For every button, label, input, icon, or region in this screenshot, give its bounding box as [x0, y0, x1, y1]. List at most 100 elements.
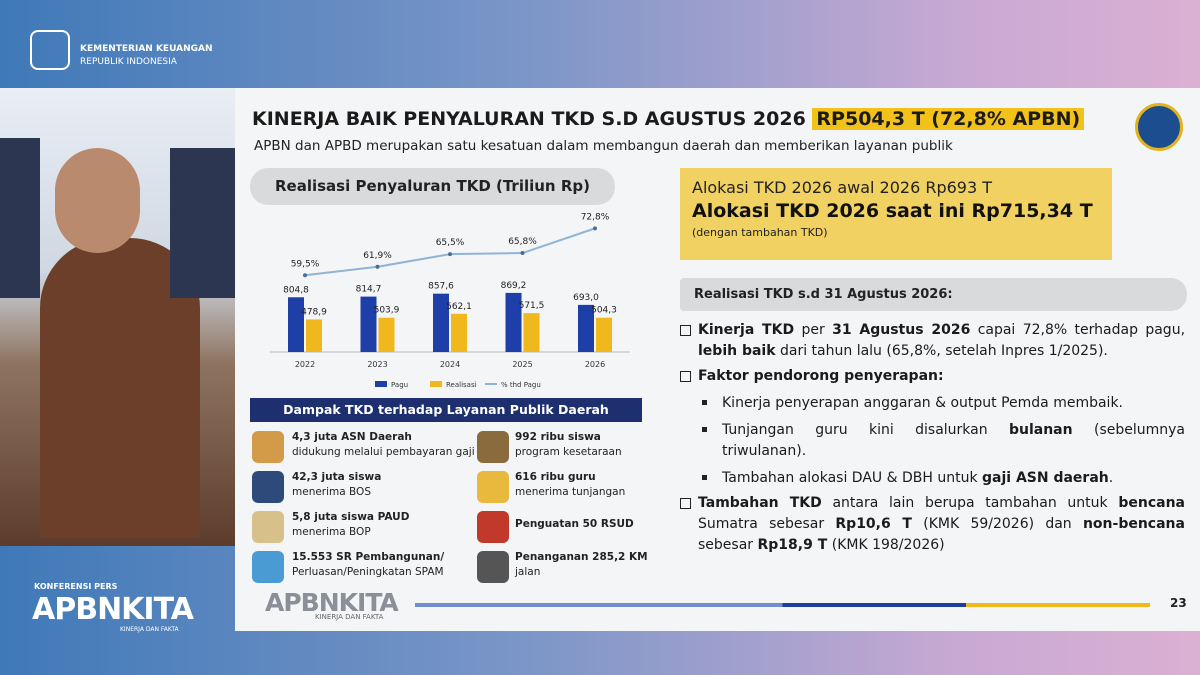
legend-label: Pagu	[391, 381, 408, 389]
chart-title: Realisasi Penyaluran TKD (Triliun Rp)	[250, 168, 615, 205]
text-run: (KMK 198/2026)	[827, 537, 945, 553]
value-label: 478,9	[301, 307, 327, 317]
impact-icon	[252, 431, 284, 463]
text-run: Rp10,6 T	[835, 516, 912, 532]
org: KEMENTERIAN KEUANGAN	[80, 44, 213, 54]
value-label: 61,9%	[363, 251, 392, 261]
realization-heading: Realisasi TKD s.d 31 Agustus 2026:	[680, 278, 1187, 311]
text-run: Tunjangan guru kini disalurkan	[722, 422, 1009, 438]
impact-item: Penanganan 285,2 KM jalan	[475, 548, 695, 586]
text-run: Tambahan alokasi DAU & DBH untuk	[722, 470, 983, 486]
text-run: dari tahun lalu (65,8%, setelah Inpres 1…	[775, 343, 1108, 359]
impact-item: 616 ribu guru menerima tunjangan	[475, 468, 695, 506]
value-label: 571,5	[519, 301, 545, 311]
footer-brand: APBNKITA	[265, 588, 399, 617]
checkbox	[680, 371, 691, 382]
sub-bullet: Tunjangan guru kini disalurkan bulanan (…	[680, 420, 1185, 462]
text-run: bulanan	[1008, 422, 1073, 438]
impact-item: Penguatan 50 RSUD	[475, 508, 695, 546]
checkbox	[680, 498, 691, 509]
sub-bullet: Kinerja penyerapan anggaran & output Pem…	[680, 393, 1185, 414]
video-feed	[0, 88, 235, 546]
line-point	[375, 264, 380, 269]
bar	[306, 319, 322, 352]
value-label: 65,8%	[508, 237, 537, 247]
value-label: 65,5%	[436, 238, 465, 248]
bullet: Kinerja TKD per 31 Agustus 2026 capai 72…	[680, 320, 1185, 362]
value-label: 869,2	[501, 281, 527, 291]
sub-marker	[702, 400, 707, 405]
legend-label: % thd Pagu	[501, 381, 541, 389]
text-run: gaji ASN daerah	[982, 470, 1109, 486]
x-tick-label: 2025	[512, 360, 532, 369]
text-run: Kinerja penyerapan anggaran & output Pem…	[722, 395, 1123, 411]
x-tick-label: 2023	[367, 360, 387, 369]
allocation-box: Alokasi TKD 2026 awal 2026 Rp693 T Aloka…	[680, 168, 1112, 260]
bar	[378, 317, 395, 352]
title-text: KINERJA BAIK PENYALURAN TKD S.D AGUSTUS …	[252, 108, 806, 130]
bar	[360, 296, 377, 352]
chart: 2022 2023 2024 2025 2026 804,8 814,7 857,6 869,2…	[270, 212, 630, 389]
text-run: Kinerja TKD	[698, 322, 795, 338]
impact-item: 4,3 juta ASN Daerah didukung melalui pemb…	[250, 428, 475, 466]
line	[304, 227, 596, 277]
x-tick-label: 2026	[585, 360, 605, 369]
value-label: 814,7	[356, 285, 382, 295]
impact-line: 42,3 juta siswa	[292, 471, 382, 483]
slide: KINERJA BAIK PENYALURAN TKD S.D AGUSTUS …	[235, 88, 1200, 631]
impact-line: program kesetaraan	[515, 446, 622, 458]
bar	[505, 292, 522, 352]
impact-item: 15.553 SR Pembangunan/Perluasan/Peningka…	[250, 548, 470, 586]
legend-label: Realisasi	[446, 381, 477, 389]
impact-line: jalan	[515, 566, 541, 578]
allocation-current: Alokasi TKD 2026 saat ini Rp715,34 T	[692, 200, 1093, 222]
impact-line: menerima BOS	[292, 486, 371, 498]
text-run: Tambahan TKD	[698, 495, 822, 511]
impact-icon	[477, 551, 509, 583]
value-label: 503,9	[374, 306, 400, 316]
footer-bar	[415, 603, 1150, 607]
footer-tagline: KINERJA DAN FAKTA	[315, 613, 384, 621]
event: KONFERENSI PERS	[34, 582, 118, 591]
line-point	[593, 226, 597, 231]
impact-icon	[252, 551, 284, 583]
x-tick-label: 2024	[440, 360, 460, 369]
text-run: antara lain berupa tambahan untuk	[821, 495, 1119, 511]
emblem	[1135, 103, 1183, 151]
bullet: Faktor pendorong penyerapan: Kinerja peny…	[680, 366, 1185, 489]
impact-line: didukung melalui pembayaran gaji	[292, 446, 475, 458]
allocation-initial: Alokasi TKD 2026 awal 2026 Rp693 T	[692, 178, 993, 197]
legend-swatch	[430, 381, 442, 387]
value-label: 72,8%	[581, 212, 610, 222]
impact-line: Penguatan 50 RSUD	[515, 518, 634, 530]
text-run: capai 72,8% terhadap pagu,	[970, 322, 1186, 338]
bullet-list: Kinerja TKD per 31 Agustus 2026 capai 72…	[680, 320, 1185, 560]
impact-icon	[252, 471, 284, 503]
impact-line: menerima BOP	[292, 526, 371, 538]
impact-line: Penanganan 285,2 KM	[515, 551, 648, 563]
bar	[288, 297, 304, 352]
text-run: bencana	[1118, 495, 1185, 511]
text-run: (KMK 59/2026) dan	[911, 516, 1083, 532]
value-label: 804,8	[283, 285, 309, 295]
bar	[433, 293, 449, 352]
impact-icon	[477, 511, 509, 543]
title-highlight: RP504,3 T (72,8% APBN)	[812, 108, 1085, 130]
value-label: 857,6	[428, 282, 454, 292]
text-run: Faktor pendorong penyerapan:	[698, 368, 944, 384]
slide-subtitle: APBN dan APBD merupakan satu kesatuan da…	[254, 138, 953, 154]
allocation-note: (dengan tambahan TKD)	[692, 226, 828, 239]
country: REPUBLIK INDONESIA	[80, 57, 177, 67]
text-run: Rp18,9 T	[757, 537, 828, 553]
impact-icon	[252, 511, 284, 543]
line-point	[448, 252, 452, 257]
slide-title: KINERJA BAIK PENYALURAN TKD S.D AGUSTUS …	[252, 108, 1085, 130]
impact-title: Dampak TKD terhadap Layanan Publik Daera…	[250, 398, 642, 422]
impact-line: 5,8 juta siswa PAUD	[292, 511, 410, 523]
impact-line: Perluasan/Peningkatan SPAM	[292, 566, 444, 578]
sub-bullet: Tambahan alokasi DAU & DBH untuk gaji AS…	[680, 468, 1185, 489]
text-run: per	[794, 322, 833, 338]
value-label: 59,5%	[291, 259, 320, 269]
value-label: 693,0	[573, 293, 599, 303]
